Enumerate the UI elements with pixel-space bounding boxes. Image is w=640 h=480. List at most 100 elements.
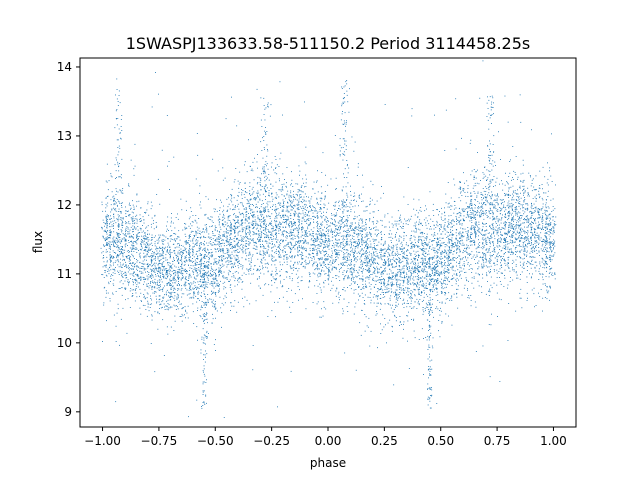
data-point [121,274,123,276]
data-point [501,264,502,266]
data-point [108,237,110,238]
data-point [372,261,373,263]
data-point [362,237,363,239]
data-point [437,225,439,227]
data-point [459,267,461,268]
data-point [214,243,216,245]
data-point [342,248,343,249]
data-point [353,236,355,237]
data-point [527,193,529,195]
data-point [419,281,421,283]
data-point [496,260,498,262]
data-point [291,226,293,227]
data-point [530,238,532,240]
data-point [383,326,385,328]
data-point [448,264,450,265]
data-point [545,236,546,238]
data-point [173,258,175,260]
data-point [202,270,204,271]
data-point [243,272,245,274]
data-point [335,267,336,269]
data-point [135,273,137,275]
data-point [477,210,478,212]
data-point [342,153,344,155]
data-point [296,227,298,229]
data-point [471,241,472,242]
data-point [370,234,372,236]
data-point [364,259,366,261]
data-point [231,228,233,230]
data-point [291,222,292,224]
data-point [470,305,472,307]
data-point [174,277,175,279]
data-point [418,284,420,286]
data-point [179,244,180,246]
data-point [263,216,265,218]
data-point [376,305,378,307]
data-point [288,205,290,207]
data-point [369,218,371,220]
data-point [115,291,117,292]
data-point [162,264,163,266]
data-point [342,226,344,228]
data-point [291,209,293,211]
data-point [482,210,484,212]
data-point [372,262,374,264]
data-point [254,219,256,221]
data-point [508,187,510,189]
data-point [430,226,431,227]
data-point [550,244,551,246]
data-point [252,227,254,229]
data-point [455,148,457,150]
data-point [526,215,528,217]
data-point [519,217,520,218]
data-point [274,156,276,157]
data-point [454,242,456,244]
data-point [162,239,164,240]
data-point [545,241,547,243]
data-point [234,285,236,287]
data-point [288,288,290,289]
data-point [444,275,445,277]
data-point [136,280,138,282]
data-point [157,178,159,180]
data-point [467,230,469,232]
data-point [248,228,250,230]
data-point [516,250,518,252]
data-point [317,233,319,235]
data-point [362,240,364,242]
data-point [339,232,341,234]
data-point [259,268,261,270]
data-point [228,197,229,199]
data-point [160,255,162,257]
data-point [282,205,284,207]
data-point [482,267,484,269]
data-point [132,225,134,227]
data-point [480,210,481,212]
data-point [350,247,351,249]
data-point [299,240,301,241]
data-point [454,250,455,252]
data-point [169,249,171,251]
data-point [256,223,258,225]
data-point [169,189,170,190]
data-point [375,284,377,285]
data-point [305,163,307,165]
data-point [222,260,223,262]
data-point [518,227,520,229]
data-point [298,241,299,242]
data-point [547,184,549,186]
data-point [203,273,204,275]
data-point [165,259,167,261]
data-point [155,282,157,283]
data-point [151,205,153,207]
data-point [550,218,551,220]
data-point [145,278,147,280]
data-point [144,250,146,251]
data-point [390,284,392,286]
data-point [354,227,356,229]
data-point [422,249,423,251]
data-point [114,209,116,211]
data-point [545,227,546,229]
data-point [407,255,408,257]
